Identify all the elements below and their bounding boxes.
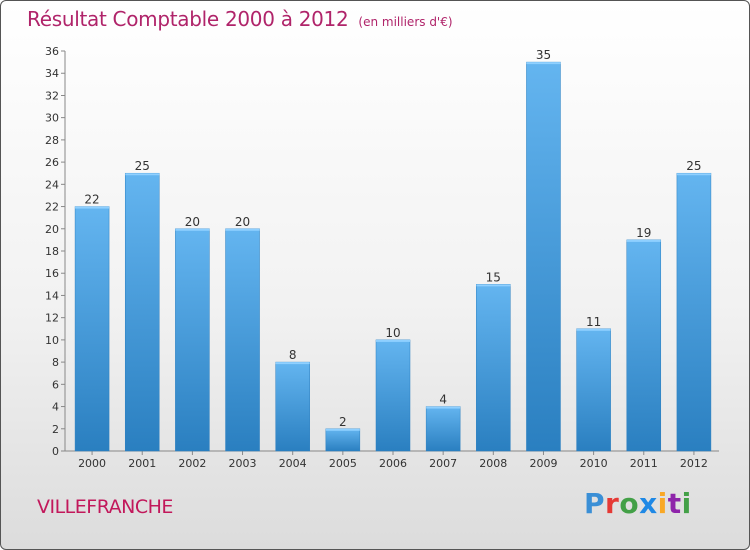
value-label: 25: [135, 159, 150, 173]
x-tick-label: 2012: [680, 457, 708, 470]
x-tick-label: 2008: [479, 457, 507, 470]
bar-highlight: [125, 173, 160, 176]
bar-highlight: [275, 362, 310, 365]
value-label: 25: [686, 159, 701, 173]
value-label: 11: [586, 315, 601, 329]
y-tick-label: 24: [45, 178, 59, 191]
bar-2009: [526, 61, 561, 452]
chart-title: Résultat Comptable 2000 à 2012 (en millie…: [27, 7, 453, 31]
y-tick-label: 8: [52, 356, 59, 369]
bar-highlight: [476, 284, 511, 287]
bar-2002: [175, 228, 210, 452]
y-tick-label: 18: [45, 245, 59, 258]
value-label: 22: [84, 193, 99, 207]
y-tick-label: 28: [45, 134, 59, 147]
bar-2005: [325, 428, 361, 452]
x-tick-label: 2003: [229, 457, 257, 470]
y-tick-label: 0: [52, 445, 59, 458]
x-tick-label: 2007: [429, 457, 457, 470]
y-tick-label: 12: [45, 312, 59, 325]
bar-2004: [275, 361, 310, 452]
x-tick-label: 2010: [580, 457, 608, 470]
value-label: 20: [235, 215, 250, 229]
y-tick-label: 22: [45, 201, 59, 214]
value-label: 10: [385, 326, 400, 340]
bar-highlight: [175, 228, 210, 231]
value-label: 2: [339, 415, 347, 429]
bars: 22 25 20 20 8 2 10 4 15 35 11 19 25: [74, 48, 712, 452]
value-label: 8: [289, 348, 297, 362]
bar-2012: [676, 172, 712, 452]
y-tick-label: 4: [52, 401, 59, 414]
value-label: 4: [439, 393, 447, 407]
value-label: 20: [185, 215, 200, 229]
x-tick-label: 2004: [279, 457, 307, 470]
bar-highlight: [75, 206, 110, 209]
y-tick-label: 26: [45, 156, 59, 169]
x-tick-label: 2011: [630, 457, 658, 470]
bar-2001: [124, 172, 160, 452]
bar-highlight: [225, 228, 260, 231]
unit-note: (en milliers d'€): [358, 15, 453, 29]
value-label: 35: [536, 48, 551, 62]
x-tick-label: 2000: [78, 457, 106, 470]
x-tick-label: 2002: [178, 457, 206, 470]
y-tick-label: 20: [45, 223, 59, 236]
value-label: 19: [636, 226, 651, 240]
bar-2000: [74, 206, 110, 452]
bar-highlight: [576, 328, 611, 331]
bar-2007: [425, 406, 461, 452]
bar-2008: [476, 284, 511, 452]
x-tick-label: 2009: [529, 457, 557, 470]
commune-name: VILLEFRANCHE: [37, 496, 173, 518]
bar-highlight: [526, 62, 561, 65]
bar-highlight: [325, 428, 360, 431]
y-tick-label: 30: [45, 112, 59, 125]
y-tick-label: 32: [45, 89, 59, 102]
y-tick-label: 6: [52, 378, 59, 391]
value-label: 15: [486, 270, 501, 284]
bar-2011: [626, 239, 662, 452]
x-tick-label: 2005: [329, 457, 357, 470]
bar-2003: [225, 228, 260, 452]
bar-2010: [576, 328, 611, 452]
y-tick-label: 14: [45, 289, 59, 302]
y-tick-label: 36: [45, 45, 59, 58]
bar-2006: [375, 339, 411, 452]
y-tick-label: 34: [45, 67, 59, 80]
x-tick-label: 2001: [128, 457, 156, 470]
bar-highlight: [376, 339, 410, 342]
proxiti-logo: Proxiti: [584, 487, 692, 520]
bar-highlight: [626, 239, 661, 242]
y-tick-label: 10: [45, 334, 59, 347]
bar-highlight: [426, 406, 461, 409]
y-tick-label: 2: [52, 423, 59, 436]
x-tick-label: 2006: [379, 457, 407, 470]
bar-highlight: [676, 173, 711, 176]
y-tick-label: 16: [45, 267, 59, 280]
title-text: Résultat Comptable 2000 à 2012: [27, 7, 349, 31]
